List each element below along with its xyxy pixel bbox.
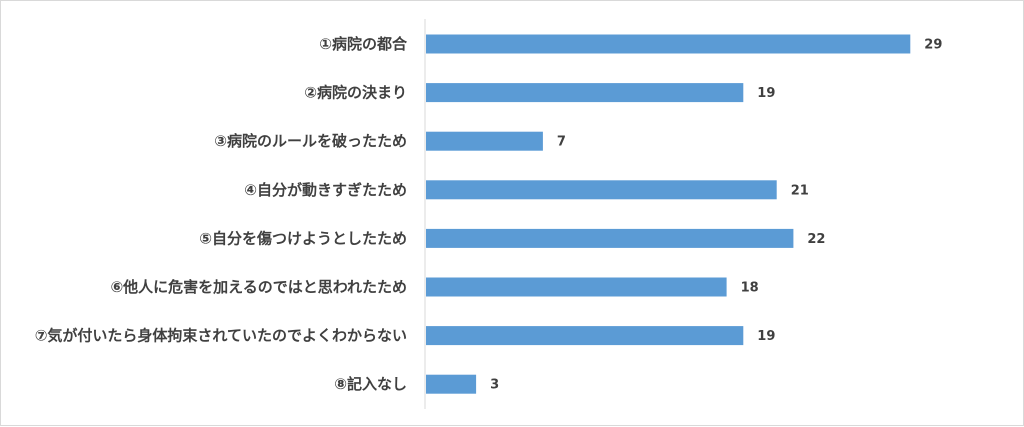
bar	[426, 131, 543, 151]
data-label: 19	[757, 86, 775, 101]
bar	[426, 83, 744, 103]
category-label: ②病院の決まり	[304, 84, 407, 102]
category-label: ⑤自分を傷つけようとしたため	[199, 229, 407, 247]
category-label: ①病院の都合	[319, 35, 408, 53]
category-label: ④自分が動きすぎたため	[244, 181, 407, 199]
data-label: 29	[924, 38, 942, 53]
category-label: ⑧記入なし	[334, 375, 407, 393]
category-labels: ①病院の都合 ②病院の決まり ③病院のルールを破ったため ④自分が動きすぎたため ⑤自分…	[35, 35, 408, 393]
bars	[426, 34, 911, 394]
bar	[426, 180, 777, 200]
data-label: 7	[557, 135, 566, 150]
data-label: 19	[757, 329, 775, 344]
bar	[426, 34, 911, 54]
bar	[426, 374, 477, 394]
bar	[426, 228, 794, 248]
value-labels: 29 19 7 21 22 18 19 3	[490, 38, 942, 393]
data-label: 3	[490, 378, 499, 393]
category-label: ⑥他人に危害を加えるのではと思われたため	[110, 278, 407, 296]
bar	[426, 277, 727, 297]
data-label: 18	[741, 281, 759, 296]
data-label: 21	[791, 183, 809, 198]
category-label: ⑦気が付いたら身体拘束されていたのでよくわからない	[35, 327, 407, 345]
data-label: 22	[807, 232, 825, 247]
category-label: ③病院のルールを破ったため	[214, 132, 407, 150]
bar	[426, 326, 744, 346]
